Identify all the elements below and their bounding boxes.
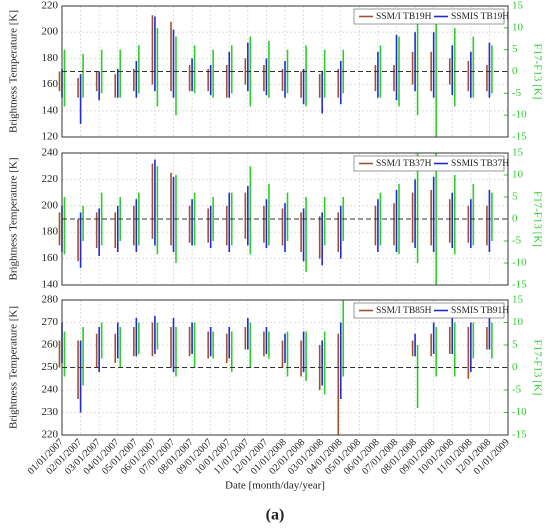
plot-frame (61, 299, 509, 436)
y2-tick-label: 0 (512, 213, 518, 225)
legend-label: SSMIS TB19H (451, 12, 509, 22)
y2-tick-label: -10 (512, 109, 527, 121)
y-tick-label: 220 (42, 0, 59, 12)
y2-tick-label: 10 (512, 316, 524, 328)
y-tick-label: 280 (42, 294, 59, 306)
legend-label: SSMIS TB91H (451, 306, 509, 316)
y2-tick-label: -5 (512, 384, 522, 396)
y-tick-label: 160 (42, 252, 59, 264)
y2-axis-label: F17-F13 [K] (531, 340, 543, 396)
y-tick-label: 270 (42, 316, 59, 328)
y2-axis-label: F17-F13 [K] (531, 44, 543, 100)
y-axis-label: Brightness Temperature [K] (8, 10, 20, 133)
y2-tick-label: -15 (512, 429, 527, 441)
y2-axis-label: F17-F13 [K] (531, 191, 543, 247)
y-tick-label: 260 (42, 339, 59, 351)
y-tick-label: 200 (42, 199, 59, 211)
legend-label: SSM/I TB37H (376, 159, 432, 169)
y2-tick-label: 10 (512, 169, 524, 181)
legend-box (353, 8, 505, 25)
legend-box (353, 302, 505, 319)
legend-label: SSMIS TB37H (451, 159, 509, 169)
legend-label: SSM/I TB85H (376, 306, 432, 316)
y-tick-label: 220 (42, 429, 59, 441)
y-tick-label: 200 (42, 26, 59, 38)
y2-tick-label: -10 (512, 406, 527, 418)
y2-tick-label: 5 (512, 43, 518, 55)
y2-tick-label: 0 (512, 361, 518, 373)
y-tick-label: 160 (42, 78, 59, 90)
x-axis-label: Date [month/day/year] (225, 480, 325, 492)
y2-tick-label: 15 (512, 294, 524, 306)
y-tick-label: 140 (42, 279, 59, 291)
y2-tick-label: 10 (512, 21, 524, 33)
y2-tick-label: -10 (512, 257, 527, 269)
y-tick-label: 220 (42, 173, 59, 185)
caption: (a) (266, 507, 285, 524)
y2-tick-label: 0 (512, 65, 518, 77)
y-tick-label: 120 (42, 131, 59, 143)
y-tick-label: 250 (42, 361, 59, 373)
y-tick-label: 240 (42, 384, 59, 396)
y2-tick-label: 5 (512, 339, 518, 351)
y-tick-label: 140 (42, 104, 59, 116)
y2-tick-label: -15 (512, 131, 527, 143)
y2-tick-label: -5 (512, 87, 522, 99)
y2-tick-label: 15 (512, 147, 524, 159)
y-tick-label: 180 (42, 226, 59, 238)
y2-tick-label: 5 (512, 191, 518, 203)
y2-tick-label: 15 (512, 0, 524, 12)
plot-frame (61, 5, 509, 138)
y-tick-label: 240 (42, 147, 59, 159)
y2-tick-label: -15 (512, 279, 527, 291)
y2-tick-label: -5 (512, 235, 522, 247)
y-axis-label: Brightness Temperature [K] (8, 157, 20, 280)
legend-label: SSM/I TB19H (376, 12, 432, 22)
legend-box (353, 155, 505, 172)
y-tick-label: 230 (42, 406, 59, 418)
y-axis-label: Brightness Temperature [K] (8, 306, 20, 429)
y-tick-label: 180 (42, 52, 59, 64)
plot-frame (61, 152, 509, 286)
